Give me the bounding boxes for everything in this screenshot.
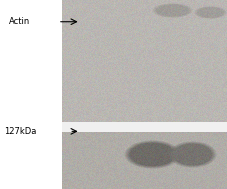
- Text: Actin: Actin: [9, 17, 30, 26]
- Text: 127kDa: 127kDa: [5, 127, 37, 136]
